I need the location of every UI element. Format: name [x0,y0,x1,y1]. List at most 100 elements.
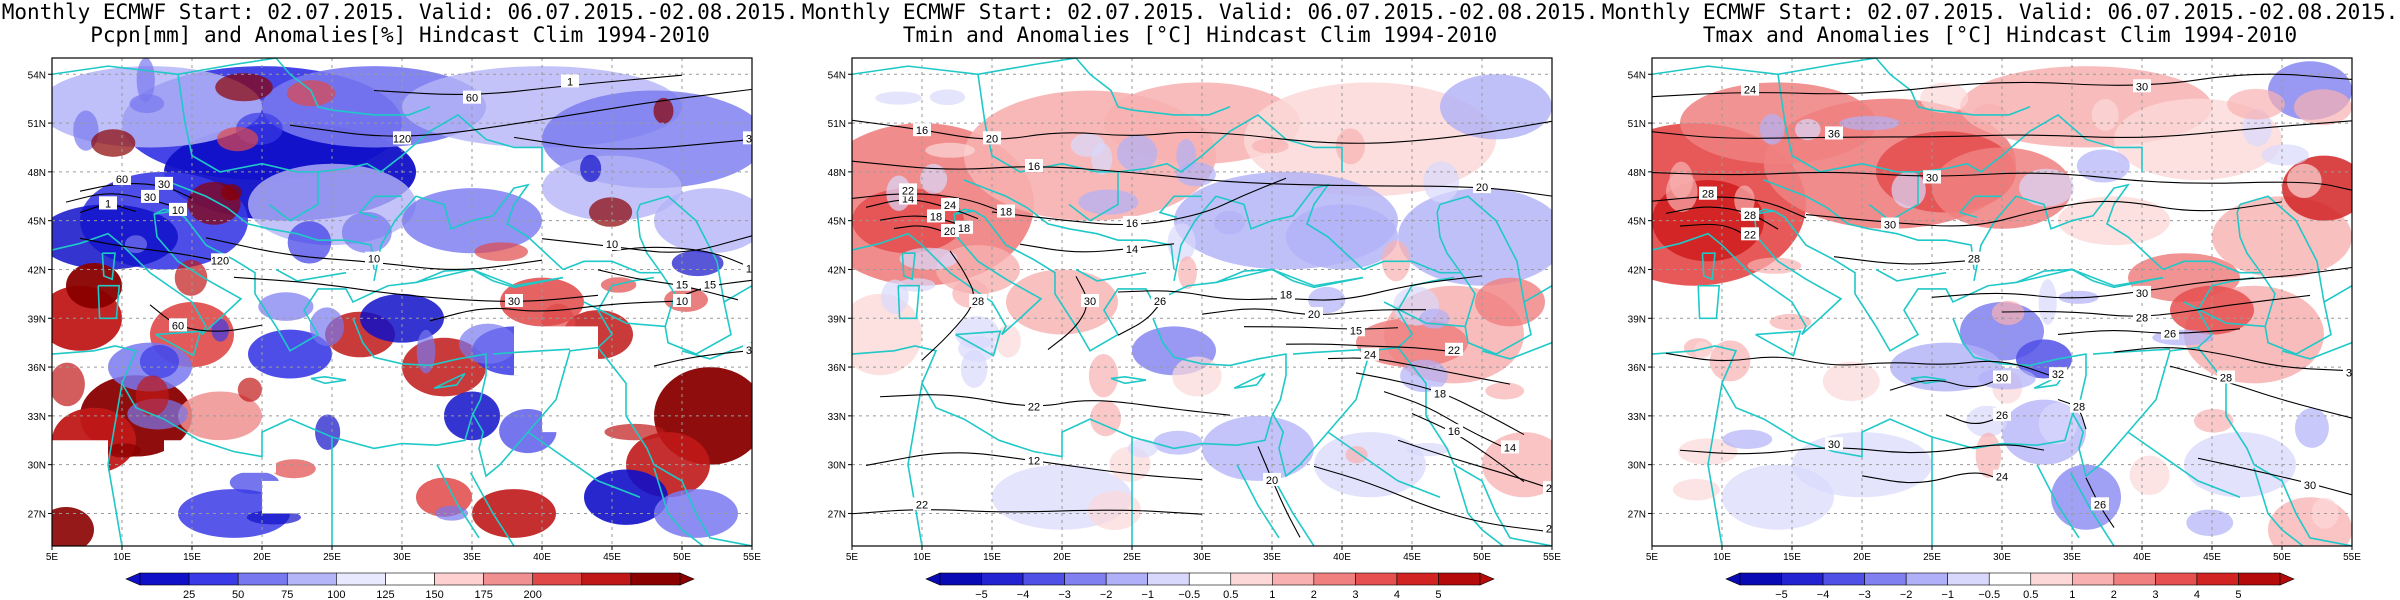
anomaly-patch [1694,341,1712,359]
contour-label-bg [913,497,931,511]
lat-tick-label: 33N [1628,412,1646,423]
lat-tick-label: 45N [828,217,846,228]
contour-label: 15 [704,280,716,292]
colorbar-segment [483,572,534,586]
coastline [1292,348,1371,355]
contour-label-bg [1923,170,1941,184]
anomaly-patch [211,318,229,342]
contour-label-bg [2133,310,2151,324]
contour-label-bg [1081,294,1099,307]
coastline [583,301,666,328]
anomaly-patch [1920,82,1969,114]
contour-labels: 6030306012030101510103010153012060301011 [99,74,752,357]
colorbar-segment [1947,572,1990,586]
contour-line [1201,308,1427,316]
colorbar-arrow-right [1479,572,1495,586]
lon-tick-label: 25E [1123,552,1141,563]
contour-label: 16 [1126,218,1138,230]
contour-label: 16 [916,125,928,137]
lat-tick-label: 54N [828,70,846,81]
coastline [52,210,564,352]
contour-label-bg [1277,287,1295,301]
coastline [1453,467,1504,546]
contour-line [921,250,974,361]
contour-label-bg [1123,241,1141,255]
coastline [1481,341,1552,360]
coastline [310,376,347,385]
anomaly-patch [1485,382,1525,400]
contour-label: 24 [1996,472,2008,484]
contour-label: 18 [958,223,970,235]
colorbar-label: −0.5 [1978,589,2000,600]
colorbar-segment [286,572,337,586]
coastline [1875,268,1947,282]
contour-line [79,237,221,262]
lon-tick-label: 15E [183,552,201,563]
contour-label-bg [1025,158,1043,172]
lon-tick-label: 30E [1993,552,2011,563]
contour-label-bg [941,198,959,212]
contour-label: 14 [902,194,914,206]
contour-label: 18 [1280,289,1292,301]
contour-line [1665,352,2059,379]
anomaly-patch [1335,128,1365,165]
coastline [2236,195,2332,355]
lon-tick-label: 30E [393,552,411,563]
coastline [2323,284,2352,303]
panel-title-line2: Pcpn[mm] and Anomalies[%] Hindcast Clim … [90,23,710,47]
anomaly-patch [2091,98,2119,131]
coastline [1110,376,1147,385]
colorbar-label: 4 [2194,589,2200,600]
contour-label-bg [1123,215,1141,229]
coastline [2036,464,2080,539]
mask-block [514,326,598,376]
lon-tick-label: 45E [603,552,621,563]
coastline [471,276,655,478]
coastline [1652,210,2164,352]
colorbar-segment [1313,572,1356,586]
contour-label-bg [463,90,481,104]
coastline [1763,179,1975,270]
map-tmax: 2426242628223028302826302832302630242830… [1628,57,2361,600]
contour-label: 24 [1744,85,1756,97]
map-precipitation: 6030306012030101510103010153012060301011… [28,57,761,600]
coastline [52,317,487,458]
coastline [953,208,974,215]
colorbar-segment [2196,572,2239,586]
contour-line [1889,377,2003,391]
anomaly-patch [135,375,169,416]
colorbar-arrow-right [679,572,695,586]
colorbar-label: 200 [524,589,542,600]
contour-label-bg [1501,440,1519,454]
lat-tick-label: 54N [1628,70,1646,81]
colorbar-segment [1822,572,1865,586]
contour-label-bg [1825,126,1843,140]
anomaly-patch [2294,408,2329,448]
anomaly-patch [2051,464,2121,530]
colorbar-label: 2 [1311,589,1317,600]
lon-tick-label: 45E [1403,552,1421,563]
contour-label: 28 [2136,312,2148,324]
anomaly-patch [604,423,665,441]
lon-tick-label: 35E [1263,552,1281,563]
colorbar-arrow-left [925,572,941,586]
contour-label-bg [1825,437,1843,451]
lat-tick-label: 51N [28,119,46,130]
lat-tick-label: 36N [1628,363,1646,374]
coastline [2127,431,2241,498]
coastline [2253,467,2304,546]
lat-tick-label: 27N [828,509,846,520]
coastline [1089,73,1231,116]
contour-label-bg [2217,370,2235,384]
colorbar-segment [630,572,681,586]
lon-tick-label: 50E [673,552,691,563]
contour-labels: 1616181418201614182015222418141622122022… [899,123,1552,536]
coastline [492,348,571,355]
colorbar-segment [939,572,982,586]
lat-tick-label: 42N [828,265,846,276]
contour-label-bg [2343,365,2352,379]
contour-label-bg [1347,323,1365,337]
contour-label: 10 [606,239,618,251]
contour-label-bg [913,123,931,137]
anomaly-patch [2114,98,2282,180]
